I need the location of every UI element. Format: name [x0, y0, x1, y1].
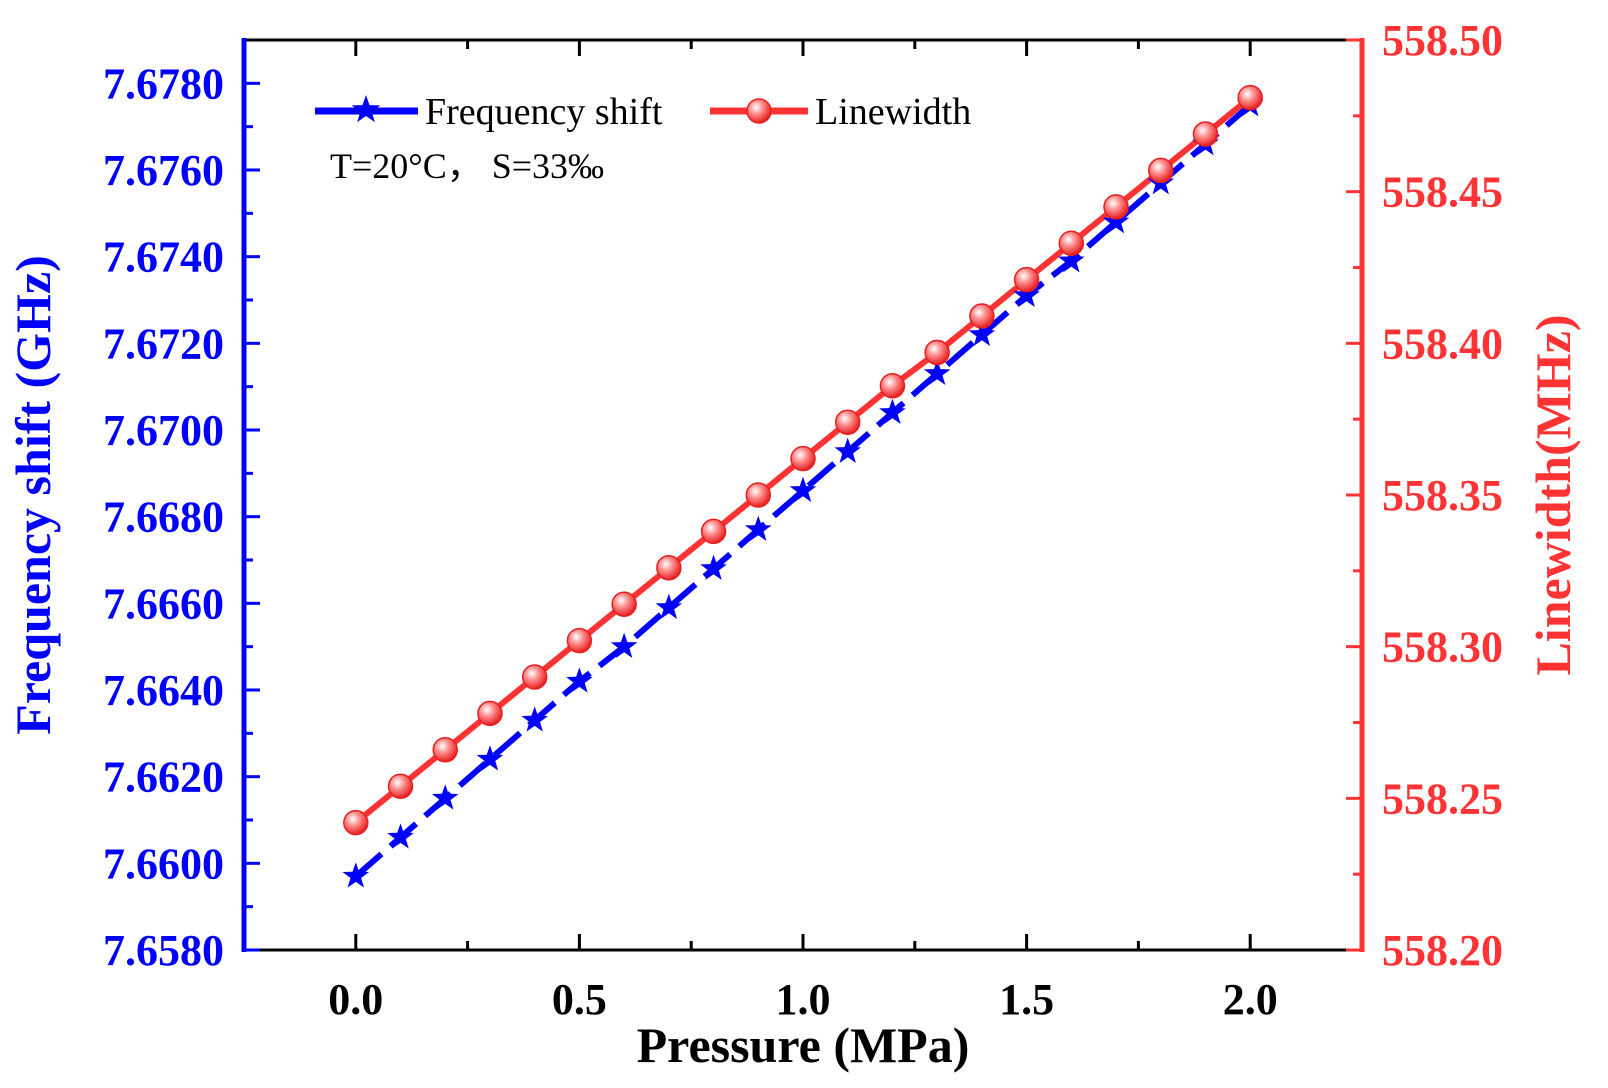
frequency-shift-point [431, 784, 459, 810]
linewidth-point [1013, 266, 1040, 293]
frequency-shift-point [1102, 208, 1130, 234]
tick-labels: 0.0 0.5 1.0 1.5 2.0 7.6580 7.6600 7.6620 7.6640 7… [103, 16, 1503, 1024]
frequency-shift-point [834, 437, 862, 463]
frequency-shift-point [1013, 281, 1040, 307]
y-left-tick-label: 7.6780 [103, 59, 224, 108]
linewidth-point [432, 737, 458, 763]
linewidth-point [834, 409, 861, 435]
linewidth-point [1192, 121, 1219, 147]
frequency-shift-point [700, 554, 727, 580]
frequency-shift-point [566, 667, 593, 693]
linewidth-point [387, 773, 414, 799]
frequency-shift-point [610, 632, 638, 658]
linewidth-point [879, 373, 906, 399]
linewidth-point [700, 518, 727, 545]
legend-label-linewidth: Linewidth [815, 91, 971, 133]
linewidth-point [611, 591, 637, 617]
y-left-tick-label: 7.6720 [103, 319, 224, 368]
y-right-tick-label: 558.20 [1382, 926, 1503, 975]
legend-label-frequency: Frequency shift [425, 91, 663, 133]
y-left-tick-label: 7.6760 [103, 146, 224, 195]
series-markers [342, 84, 1264, 888]
x-tick-label: 2.0 [1223, 975, 1278, 1024]
y-left-tick-label: 7.6700 [103, 406, 224, 455]
x-tick-label: 0.5 [552, 975, 607, 1024]
legend: Frequency shift Linewidth [315, 91, 971, 133]
frequency-shift-point [1058, 247, 1085, 273]
frequency-shift-point [476, 745, 504, 771]
y-left-tick-label: 7.6660 [103, 579, 224, 628]
y-left-axis-title: Frequency shift (GHz) [5, 255, 61, 735]
linewidth-point [343, 809, 369, 836]
frequency-shift-point [923, 359, 951, 385]
y-right-tick-label: 558.50 [1382, 16, 1503, 65]
frequency-shift-point [387, 823, 414, 849]
linewidth-point [477, 700, 503, 727]
y-right-axis-title: Linewidth(MHz) [1525, 314, 1581, 675]
linewidth-point [1148, 157, 1174, 184]
x-axis-title: Pressure (MPa) [637, 1017, 970, 1073]
axis-ticks [244, 38, 1362, 952]
linewidth-point [566, 627, 593, 654]
frequency-shift-point [342, 862, 370, 888]
x-tick-label: 0.0 [328, 975, 383, 1024]
frequency-shift-point [879, 398, 906, 424]
y-right-tick-label: 558.25 [1382, 774, 1503, 823]
y-right-tick-label: 558.40 [1382, 319, 1503, 368]
linewidth-point [1103, 194, 1129, 220]
y-left-tick-label: 7.6600 [103, 839, 224, 888]
linewidth-point [790, 445, 816, 472]
legend-star-marker [351, 95, 381, 123]
frequency-shift-point [744, 515, 772, 541]
y-left-tick-label: 7.6580 [103, 926, 224, 975]
frequency-shift-point [968, 320, 996, 346]
legend-sphere-marker [746, 98, 772, 124]
linewidth-point [656, 555, 682, 581]
linewidth-point [521, 664, 548, 690]
y-left-tick-label: 7.6740 [103, 233, 224, 282]
linewidth-point [924, 339, 950, 366]
linewidth-point [745, 482, 772, 508]
x-tick-label: 1.0 [776, 975, 831, 1024]
frequency-shift-point [789, 476, 817, 502]
y-left-tick-label: 7.6620 [103, 753, 224, 802]
linewidth-point [1058, 230, 1085, 256]
y-left-tick-label: 7.6680 [103, 493, 224, 542]
frequency-shift-point [655, 593, 683, 619]
frequency-shift-line [353, 102, 1253, 879]
linewidth-point [969, 303, 995, 329]
conditions-annotation: T=20°C， S=33‰ [330, 146, 604, 186]
y-right-tick-label: 558.35 [1382, 471, 1503, 520]
y-right-tick-label: 558.45 [1382, 168, 1503, 217]
x-tick-label: 1.5 [999, 975, 1054, 1024]
y-left-tick-label: 7.6640 [103, 666, 224, 715]
linewidth-point [1237, 84, 1263, 111]
y-right-tick-label: 558.30 [1382, 623, 1503, 672]
frequency-shift-point [521, 706, 548, 732]
